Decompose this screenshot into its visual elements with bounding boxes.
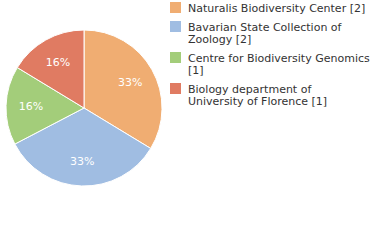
data-labels: 33% 33% 16% 16% xyxy=(19,56,143,168)
legend-swatch xyxy=(170,21,181,32)
legend-swatch xyxy=(170,83,181,94)
legend: Naturalis Biodiversity Center [2] Bavaria… xyxy=(170,2,370,108)
legend-swatch xyxy=(170,52,181,63)
slice xyxy=(17,30,84,108)
data-label: 33% xyxy=(70,155,94,168)
pie xyxy=(6,30,162,186)
data-label: 16% xyxy=(46,56,70,69)
legend-label: Biology department ofUniversity of Flore… xyxy=(188,83,327,108)
legend-label: Naturalis Biodiversity Center [2] xyxy=(188,2,365,15)
legend-label: Centre for Biodiversity Genomics[1] xyxy=(188,52,370,77)
chart: 33% 33% 16% 16% Naturalis Biodiversity Cente… xyxy=(0,0,380,240)
legend-swatch xyxy=(170,2,181,13)
legend-label: Bavarian State Collection ofZoology [2] xyxy=(188,21,343,46)
data-label: 33% xyxy=(118,76,142,89)
data-label: 16% xyxy=(19,100,43,113)
